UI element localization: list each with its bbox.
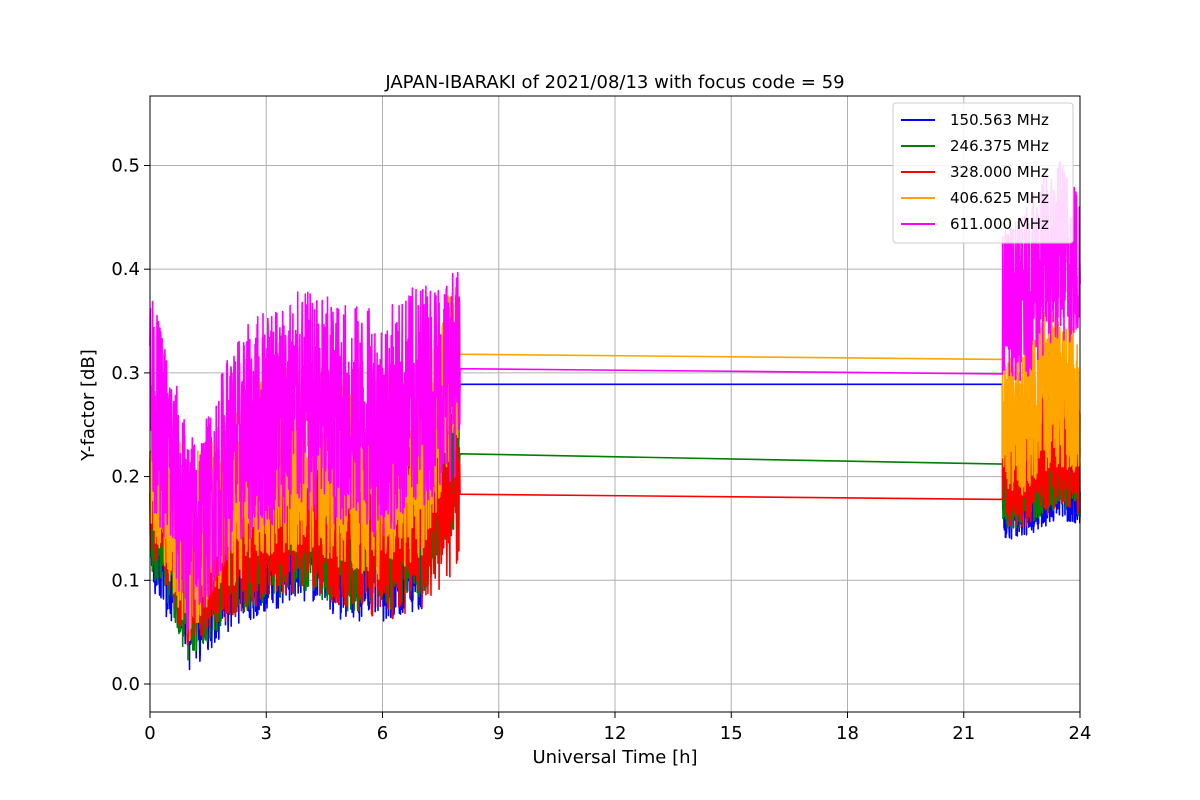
y-tick-label: 0.0 bbox=[111, 674, 140, 695]
x-tick-label: 6 bbox=[377, 723, 388, 744]
x-tick-label: 15 bbox=[720, 723, 743, 744]
x-tick-label: 24 bbox=[1069, 723, 1092, 744]
legend-entry: 328.000 MHz bbox=[950, 163, 1049, 181]
x-tick-label: 18 bbox=[836, 723, 859, 744]
legend-entry: 406.625 MHz bbox=[950, 189, 1049, 207]
y-axis-label: Y-factor [dB] bbox=[78, 349, 99, 462]
x-tick-label: 0 bbox=[144, 723, 155, 744]
legend-box bbox=[892, 102, 1074, 244]
series-layer bbox=[149, 161, 1081, 671]
y-tick-label: 0.4 bbox=[111, 259, 140, 280]
y-tick-label: 0.2 bbox=[111, 467, 140, 488]
chart-title: JAPAN-IBARAKI of 2021/08/13 with focus c… bbox=[384, 72, 844, 93]
x-axis: 0 3 6 9 12 15 18 21 24 bbox=[144, 712, 1091, 744]
legend-entry: 150.563 MHz bbox=[950, 111, 1049, 129]
legend-entry: 246.375 MHz bbox=[950, 137, 1049, 155]
x-tick-label: 9 bbox=[493, 723, 504, 744]
x-axis-label: Universal Time [h] bbox=[532, 747, 697, 768]
y-tick-label: 0.5 bbox=[111, 155, 140, 176]
legend-entry: 611.000 MHz bbox=[950, 215, 1049, 233]
legend: 150.563 MHz 246.375 MHz 328.000 MHz 406.625… bbox=[892, 102, 1074, 244]
y-tick-label: 0.3 bbox=[111, 363, 140, 384]
series-line bbox=[149, 161, 1081, 634]
x-tick-label: 21 bbox=[952, 723, 975, 744]
x-tick-label: 3 bbox=[261, 723, 272, 744]
y-tick-label: 0.1 bbox=[111, 570, 140, 591]
y-axis: 0.0 0.1 0.2 0.3 0.4 0.5 bbox=[111, 155, 150, 695]
x-tick-label: 12 bbox=[604, 723, 627, 744]
